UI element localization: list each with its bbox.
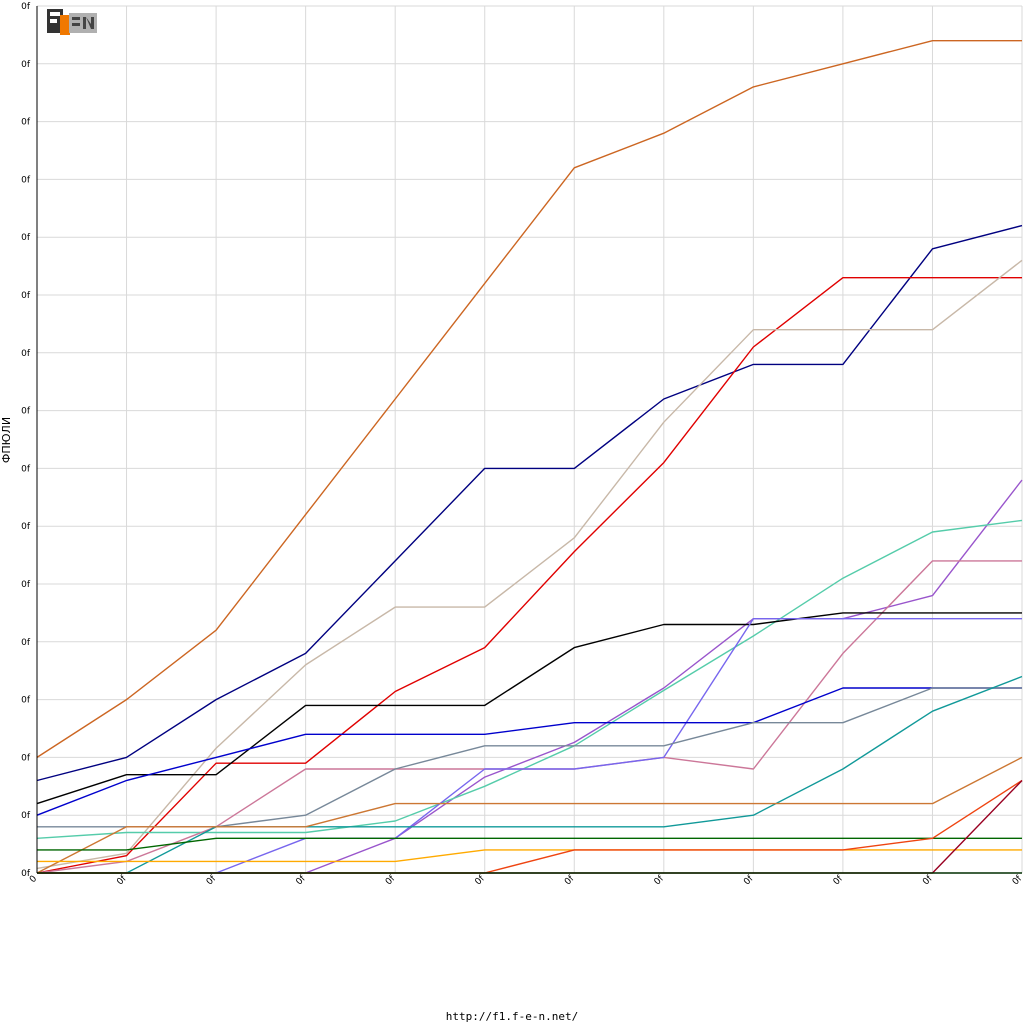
x-tick-label-2: 0f — [205, 873, 219, 887]
series-line-4 — [36, 259, 1023, 870]
x-tick-labels: 0 0f 0f 0f 0f 0f 0f 0f 0f 0f 0f 0f — [28, 873, 1024, 887]
x-tick-label-7: 0f — [653, 873, 667, 887]
x-tick-label-5: 0f — [473, 873, 487, 887]
series-line-13 — [36, 756, 1023, 874]
y-tick-label-15: 0f — [21, 2, 31, 12]
y-tick-label-1: 0f — [21, 811, 31, 821]
y-tick-label-6: 0f — [21, 522, 31, 532]
x-tick-label-8: 0f — [742, 873, 756, 887]
series-line-15 — [37, 849, 1022, 863]
y-tick-label-14: 0f — [21, 60, 31, 70]
f1-fen-logo-icon — [47, 7, 99, 35]
x-tick-label-9: 0f — [832, 873, 846, 887]
series-line-8 — [36, 612, 1022, 805]
y-tick-label-5: 0f — [21, 580, 31, 590]
y-tick-label-3: 0f — [21, 696, 31, 706]
series-layer — [36, 40, 1023, 874]
y-tick-label-10: 0f — [21, 291, 31, 301]
series-line-12 — [37, 675, 1023, 874]
chart-axes — [36, 6, 1022, 874]
y-tick-label-9: 0f — [21, 349, 31, 359]
y-axis-label: ФПЮЛИ — [0, 417, 13, 463]
series-line-6 — [36, 519, 1023, 839]
x-tick-label-6: 0f — [563, 873, 577, 887]
y-tick-labels: 0f 0f 0f 0f 0f 0f 0f 0f 0f 0f 0f 0f 0f 0f 0f 0f — [21, 2, 31, 879]
y-tick-label-7: 0f — [21, 464, 31, 474]
y-tick-label-13: 0f — [21, 118, 31, 128]
x-tick-label-4: 0f — [384, 873, 398, 887]
y-tick-label-2: 0f — [21, 753, 31, 763]
x-tick-label-11: 0f — [1011, 873, 1024, 887]
series-line-1 — [36, 40, 1022, 758]
series-line-3 — [36, 277, 1022, 874]
y-tick-label-12: 0f — [21, 175, 31, 185]
y-tick-label-0: 0f — [21, 869, 31, 879]
x-tick-label-0: 0 — [28, 874, 39, 885]
series-line-2 — [36, 224, 1023, 782]
y-tick-label-4: 0f — [21, 638, 31, 648]
series-line-14 — [37, 837, 1022, 851]
chart-grid — [36, 5, 1023, 874]
y-tick-label-8: 0f — [21, 407, 31, 417]
series-line-10 — [36, 687, 1022, 816]
y-tick-label-11: 0f — [21, 233, 31, 243]
footer-url[interactable]: http://f1.f-e-n.net/ — [445, 1010, 579, 1023]
x-tick-label-3: 0f — [294, 873, 308, 887]
x-tick-label-10: 0f — [921, 873, 935, 887]
x-tick-label-1: 0f — [115, 873, 129, 887]
